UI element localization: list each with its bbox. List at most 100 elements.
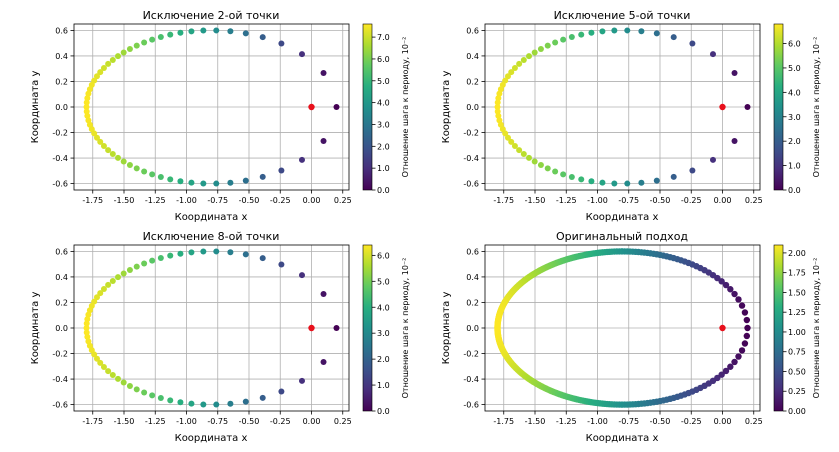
y-tick-label: -0.6 bbox=[52, 180, 68, 189]
orbit-point bbox=[200, 27, 207, 34]
orbit-point bbox=[568, 33, 575, 40]
orbit-point bbox=[120, 379, 127, 386]
colorbar-tick-label: 5.0 bbox=[377, 277, 390, 286]
orbit-point bbox=[157, 254, 164, 261]
subplot-3: Оригинальный подход -1.75 -1.50 -1.25 -1.00… bbox=[441, 230, 821, 444]
colorbar-tick-label: 1.0 bbox=[788, 162, 801, 171]
x-tick-label: -1.25 bbox=[556, 196, 577, 205]
x-tick-label: -1.75 bbox=[493, 196, 514, 205]
orbit-point bbox=[133, 42, 140, 49]
x-tick-label: 0.00 bbox=[714, 196, 732, 205]
orbit-point bbox=[126, 383, 133, 390]
y-tick-label: 0.6 bbox=[466, 26, 479, 35]
y-axis-label: Координата y bbox=[441, 292, 452, 365]
orbit-point bbox=[114, 154, 121, 161]
orbit-point bbox=[213, 248, 220, 255]
x-axis-label: Координата x bbox=[175, 212, 248, 223]
orbit-point bbox=[520, 151, 527, 158]
orbit-point bbox=[167, 176, 174, 183]
x-tick-label: -1.00 bbox=[587, 196, 608, 205]
y-tick-label: 0.0 bbox=[466, 103, 479, 112]
y-tick-label: 0.2 bbox=[55, 298, 68, 307]
colorbar-tick-label: 0.0 bbox=[377, 186, 390, 195]
orbit-point bbox=[278, 261, 285, 268]
orbit-point bbox=[508, 138, 515, 145]
orbit-point bbox=[727, 286, 734, 293]
orbit-point bbox=[100, 143, 107, 150]
orbit-point bbox=[177, 178, 184, 185]
colorbar-tick-label: 2.00 bbox=[788, 249, 806, 258]
orbit-point bbox=[177, 29, 184, 36]
orbit-point bbox=[320, 70, 327, 77]
orbit-point bbox=[213, 27, 220, 34]
y-tick-label: 0.0 bbox=[55, 324, 68, 333]
orbit-point bbox=[278, 167, 285, 174]
orbit-point bbox=[320, 358, 327, 365]
y-tick-label: -0.4 bbox=[52, 154, 68, 163]
x-tick-label: 0.00 bbox=[714, 417, 732, 426]
x-tick-label: -0.25 bbox=[681, 417, 702, 426]
orbit-point bbox=[114, 375, 121, 382]
x-tick-label: -0.25 bbox=[681, 196, 702, 205]
orbit-point bbox=[93, 134, 100, 141]
orbit-point bbox=[149, 392, 156, 399]
orbit-point bbox=[741, 340, 749, 347]
orbit-point bbox=[638, 28, 645, 35]
orbit-point bbox=[167, 252, 174, 259]
orbit-point bbox=[157, 33, 164, 40]
orbit-point bbox=[494, 104, 501, 110]
y-tick-label: 0.4 bbox=[55, 273, 68, 282]
orbit-point bbox=[91, 130, 98, 137]
x-tick-label: -1.75 bbox=[82, 196, 103, 205]
colorbar-tick-label: 4.0 bbox=[377, 303, 390, 312]
x-tick-label: -1.25 bbox=[145, 417, 166, 426]
orbit-point bbox=[560, 36, 567, 43]
plot-frame bbox=[73, 23, 350, 191]
x-tick-label: -0.50 bbox=[239, 196, 260, 205]
orbit-point bbox=[200, 248, 207, 255]
x-tick-label: 0.25 bbox=[745, 417, 763, 426]
orbit-point bbox=[157, 395, 164, 402]
orbit-point bbox=[149, 257, 156, 264]
plot-frame bbox=[73, 244, 350, 412]
y-tick-label: 0.4 bbox=[466, 52, 479, 61]
orbit-point bbox=[494, 99, 501, 106]
x-tick-label: -0.75 bbox=[207, 417, 228, 426]
x-tick-label: -0.50 bbox=[239, 417, 260, 426]
orbit-point bbox=[516, 60, 523, 67]
orbit-point bbox=[537, 162, 544, 169]
orbit-point bbox=[320, 137, 327, 144]
orbit-point bbox=[731, 290, 738, 298]
orbit-point bbox=[511, 143, 518, 150]
orbit-point bbox=[242, 398, 249, 405]
orbit-point bbox=[531, 158, 538, 165]
orbit-point bbox=[188, 400, 195, 407]
colorbar-tick-label: 1.25 bbox=[788, 308, 806, 317]
y-axis-label: Координата y bbox=[30, 292, 41, 365]
orbit-point bbox=[126, 162, 133, 169]
orbit-point bbox=[638, 179, 645, 186]
x-tick-label: -0.50 bbox=[650, 196, 671, 205]
colorbar-tick-label: 2.0 bbox=[788, 137, 801, 146]
x-tick-label: -1.75 bbox=[493, 417, 514, 426]
orbit-point bbox=[741, 309, 749, 316]
x-tick-label: -1.75 bbox=[82, 417, 103, 426]
orbit-point bbox=[157, 174, 164, 181]
orbit-point bbox=[100, 364, 107, 371]
orbit-point bbox=[333, 104, 340, 110]
x-tick-label: -1.00 bbox=[176, 196, 197, 205]
orbit-point bbox=[552, 39, 559, 46]
orbit-point bbox=[735, 296, 742, 303]
orbit-point bbox=[298, 156, 305, 163]
orbit-point bbox=[504, 134, 511, 141]
orbit-point bbox=[727, 363, 734, 370]
y-tick-label: 0.2 bbox=[466, 298, 479, 307]
x-tick-label: -1.25 bbox=[145, 196, 166, 205]
y-tick-label: 0.4 bbox=[55, 52, 68, 61]
orbit-point bbox=[744, 324, 751, 332]
orbit-point bbox=[653, 30, 660, 37]
colorbar-label: Отношение шага к периоду, 10⁻² bbox=[401, 258, 410, 399]
orbit-point bbox=[298, 51, 305, 58]
orbit-point bbox=[709, 51, 716, 58]
orbit-point bbox=[133, 165, 140, 172]
